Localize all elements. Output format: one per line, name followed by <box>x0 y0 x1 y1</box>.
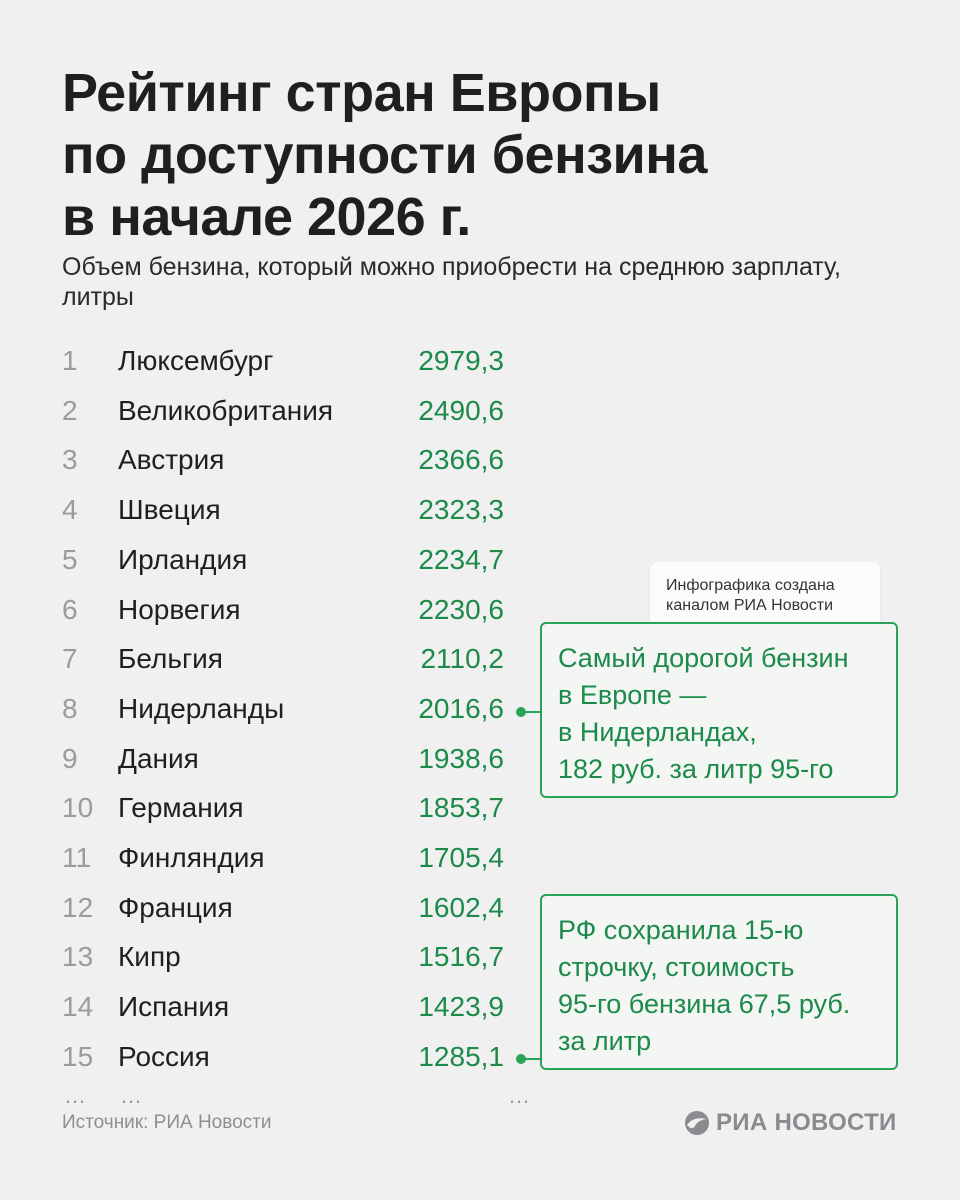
table-row: 7 Бельгия 2110,2 <box>0 641 560 691</box>
rank-cell: 12 <box>62 891 94 923</box>
country-cell: Великобритания <box>118 394 334 426</box>
page-title: Рейтинг стран Европы по доступности бенз… <box>62 62 902 248</box>
table-row: 15 Россия 1285,1 <box>0 1039 560 1089</box>
table-row: 12 Франция 1602,4 <box>0 890 560 940</box>
value-cell: 1705,4 <box>418 842 504 873</box>
value-cell: 2979,3 <box>418 345 504 376</box>
value-cell: 1602,4 <box>418 891 504 923</box>
callout-line: в Нидерландах, <box>558 717 757 747</box>
title-line: Рейтинг стран Европы <box>62 63 661 123</box>
credit-note: Инфографика создана каналом РИА Новости <box>650 562 880 628</box>
callout-marker-netherlands <box>516 707 526 717</box>
ellipsis-country: … <box>120 1083 142 1108</box>
callout-line: 95-го бензина 67,5 руб. <box>558 989 851 1019</box>
ria-logo: РИА НОВОСТИ <box>684 1108 897 1138</box>
callout-netherlands: Самый дорогой бензин в Европе — в Нидерл… <box>540 622 898 798</box>
country-cell: Франция <box>118 891 233 923</box>
callout-russia: РФ сохранила 15-ю строчку, стоимость 95-… <box>540 894 898 1070</box>
country-cell: Финляндия <box>118 842 265 873</box>
credit-line: каналом РИА Новости <box>666 597 834 614</box>
country-cell: Россия <box>118 1040 210 1072</box>
value-cell: 2323,3 <box>418 494 504 526</box>
ellipsis-value: … <box>508 1083 530 1108</box>
table-row: 14 Испания 1423,9 <box>0 989 560 1039</box>
country-cell: Испания <box>118 991 230 1023</box>
table-row: 9 Дания 1938,6 <box>0 741 560 791</box>
value-cell: 2230,6 <box>418 593 504 625</box>
country-cell: Дания <box>118 742 199 774</box>
value-cell: 2016,6 <box>418 692 504 724</box>
country-cell: Австрия <box>118 444 225 476</box>
table-row: 5 Ирландия 2234,7 <box>0 542 560 592</box>
subtitle: Объем бензина, который можно приобрести … <box>62 252 922 312</box>
value-cell: 1285,1 <box>418 1040 504 1072</box>
rank-cell: 7 <box>62 643 78 675</box>
value-cell: 2366,6 <box>418 444 504 476</box>
rank-cell: 8 <box>62 692 78 724</box>
rank-cell: 10 <box>62 792 94 824</box>
country-cell: Норвегия <box>118 593 241 625</box>
callout-connector-netherlands <box>522 711 540 713</box>
country-cell: Германия <box>118 792 244 824</box>
rank-cell: 5 <box>62 543 78 575</box>
rank-cell: 9 <box>62 742 78 774</box>
country-cell: Ирландия <box>118 543 248 575</box>
rank-cell: 6 <box>62 593 78 625</box>
title-line: по доступности бензина <box>62 125 707 185</box>
callout-line: Самый дорогой бензин <box>558 643 849 673</box>
rank-cell: 14 <box>62 991 94 1023</box>
rank-cell: 1 <box>62 345 78 376</box>
rank-cell: 15 <box>62 1040 94 1072</box>
table-row: 11 Финляндия 1705,4 <box>0 840 560 890</box>
ellipsis-rank: … <box>64 1083 86 1108</box>
credit-line: Инфографика создана <box>666 577 835 594</box>
subtitle-line: литры <box>62 283 134 311</box>
value-cell: 2110,2 <box>420 643 504 675</box>
country-cell: Люксембург <box>118 345 274 376</box>
callout-line: РФ сохранила 15-ю <box>558 915 804 945</box>
ria-logo-icon <box>685 1111 709 1135</box>
table-row: 1 Люксембург 2979,3 <box>0 343 560 393</box>
callout-line: за литр <box>558 1026 652 1056</box>
rank-cell: 11 <box>62 842 92 873</box>
country-cell: Нидерланды <box>118 692 285 724</box>
table-row: 10 Германия 1853,7 <box>0 790 560 840</box>
source-note: Источник: РИА Новости <box>62 1112 272 1133</box>
country-cell: Кипр <box>118 941 181 973</box>
callout-marker-russia <box>516 1054 526 1064</box>
rank-cell: 3 <box>62 444 78 476</box>
table-row: 6 Норвегия 2230,6 <box>0 592 560 642</box>
callout-connector-russia <box>522 1058 540 1060</box>
value-cell: 1423,9 <box>418 991 504 1023</box>
country-cell: Бельгия <box>118 643 223 675</box>
title-line: в начале 2026 г. <box>62 187 471 247</box>
ria-logo-text: РИА НОВОСТИ <box>716 1109 897 1136</box>
value-cell: 1516,7 <box>418 941 504 973</box>
rank-cell: 13 <box>62 941 94 973</box>
value-cell: 2490,6 <box>418 394 504 426</box>
table-row: 4 Швеция 2323,3 <box>0 492 560 542</box>
table-row: 8 Нидерланды 2016,6 <box>0 691 560 741</box>
table-row: 3 Австрия 2366,6 <box>0 442 560 492</box>
table-row: 13 Кипр 1516,7 <box>0 939 560 989</box>
value-cell: 2234,7 <box>418 543 504 575</box>
rank-cell: 4 <box>62 494 78 526</box>
rank-cell: 2 <box>62 394 78 426</box>
callout-line: 182 руб. за литр 95-го <box>558 754 834 784</box>
value-cell: 1938,6 <box>418 742 504 774</box>
callout-line: в Европе — <box>558 680 707 710</box>
table-row: 2 Великобритания 2490,6 <box>0 393 560 443</box>
country-cell: Швеция <box>118 494 221 526</box>
value-cell: 1853,7 <box>418 792 504 824</box>
callout-line: строчку, стоимость <box>558 952 795 982</box>
subtitle-line: Объем бензина, который можно приобрести … <box>62 253 841 281</box>
